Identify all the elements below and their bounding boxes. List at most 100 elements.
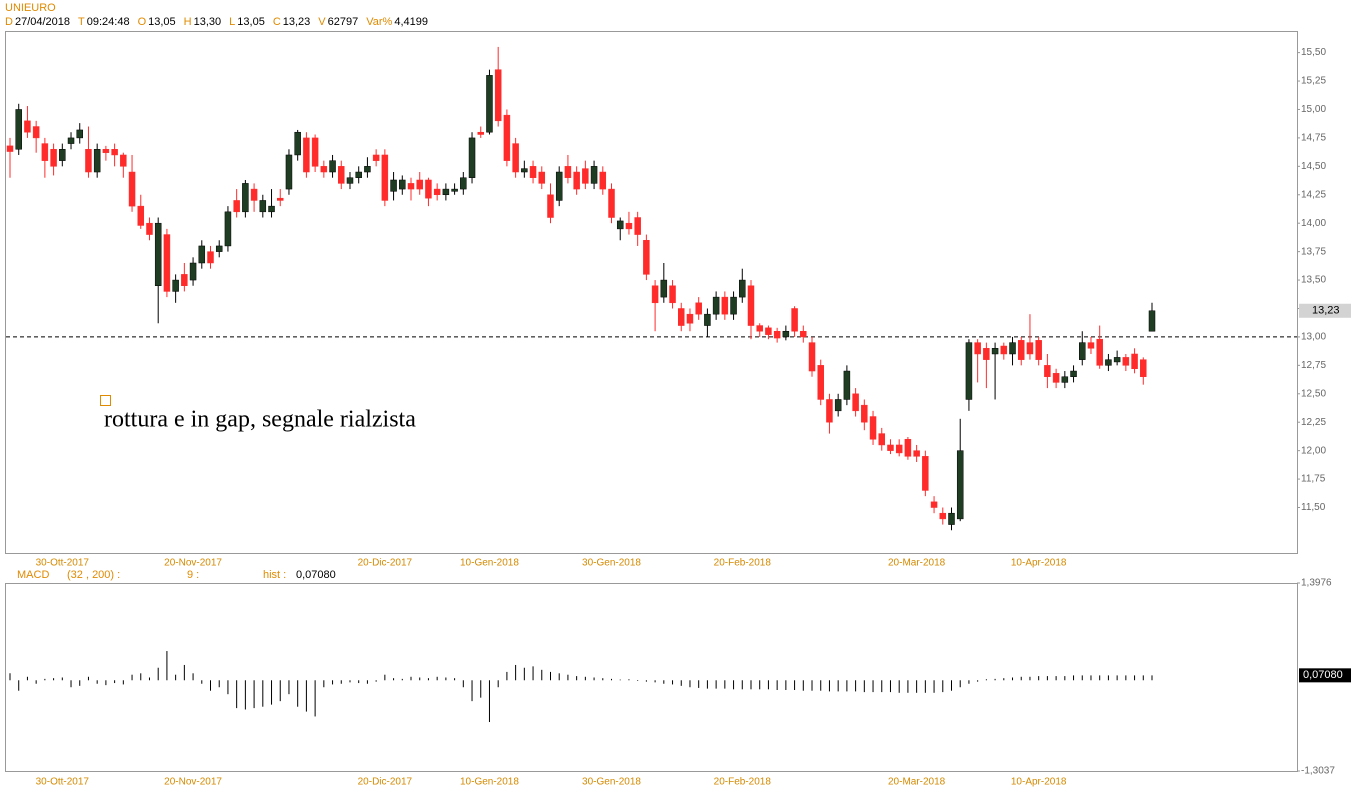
x-tick-label: 30-Ott-2017: [36, 777, 90, 788]
candle-body: [76, 129, 83, 139]
symbol: UNIEURO: [5, 2, 56, 14]
candle-body: [137, 205, 145, 226]
candle-body: [407, 183, 415, 190]
candle-body: [599, 171, 607, 190]
quote-value: 13,05: [237, 16, 265, 28]
y-tick-label: 11,75: [1301, 474, 1326, 485]
candle-body: [181, 274, 188, 286]
candle-body: [643, 240, 650, 275]
candle-body: [948, 512, 955, 525]
candle-body: [538, 171, 546, 184]
candle-body: [747, 285, 755, 326]
candle-body: [974, 342, 981, 355]
candle-body: [930, 501, 938, 508]
candle-body: [1017, 340, 1025, 360]
candle-body: [268, 205, 275, 213]
candle-body: [1113, 357, 1121, 363]
y-tick-label: 15,25: [1301, 76, 1326, 87]
candle-body: [503, 114, 511, 161]
candle-body: [390, 179, 397, 192]
candle-body: [756, 325, 763, 332]
candle-body: [625, 222, 633, 230]
hist-label: hist :: [263, 569, 286, 581]
macd-panel: [5, 583, 1298, 772]
quote-value: 62797: [328, 16, 359, 28]
x-tick-label: 20-Mar-2018: [888, 558, 946, 569]
candle-body: [242, 183, 249, 213]
y-tick-label: 14,00: [1301, 218, 1326, 229]
candle-body: [887, 444, 894, 451]
candle-body: [460, 177, 467, 190]
y-tick-label: 14,75: [1301, 133, 1326, 144]
candle-body: [773, 330, 781, 339]
candle-body: [364, 166, 371, 173]
candle-body: [1026, 342, 1034, 355]
candle-body: [808, 342, 816, 372]
x-tick-label: 30-Gen-2018: [582, 777, 641, 788]
candle-body: [276, 197, 284, 201]
candle-body: [24, 120, 31, 133]
candle-body: [285, 154, 293, 190]
x-tick-label: 20-Dic-2017: [358, 777, 413, 788]
candle-body: [468, 137, 476, 178]
candle-body: [800, 330, 807, 338]
candle-body: [102, 149, 110, 153]
last-price-box: [1299, 303, 1351, 318]
candle-body: [442, 188, 450, 196]
quote-key: O: [138, 16, 147, 28]
candle-body: [6, 145, 14, 152]
candle-body: [555, 171, 563, 201]
candle-body: [346, 177, 354, 184]
quote-key: Var%: [366, 16, 392, 28]
candle-body: [67, 137, 75, 144]
y-tick-label: 15,00: [1301, 104, 1326, 115]
candle-body: [303, 137, 310, 173]
y-tick-label: 12,50: [1301, 388, 1326, 399]
candle-body: [678, 308, 685, 326]
candle-body: [660, 279, 668, 298]
candle-body: [85, 149, 92, 173]
x-tick-label: 20-Nov-2017: [164, 558, 222, 569]
candle-body: [146, 222, 153, 235]
macd-params: (32 , 200) :: [67, 569, 120, 581]
y-tick-label: 13,50: [1301, 275, 1326, 286]
x-tick-label: 10-Gen-2018: [460, 777, 519, 788]
candle-body: [93, 149, 101, 173]
candle-body: [547, 194, 554, 218]
candle-body: [782, 330, 790, 338]
macd-signal: 9 :: [187, 569, 199, 581]
quote-key: V: [318, 16, 326, 28]
candle-body: [791, 308, 798, 332]
candle-body: [861, 404, 868, 423]
candle-body: [521, 168, 528, 173]
y-tick-label: 13,75: [1301, 246, 1326, 257]
candle-body: [904, 439, 912, 457]
candle-body: [416, 179, 423, 190]
candle-body: [1000, 345, 1008, 355]
candle-body: [739, 279, 746, 298]
candle-body: [338, 166, 345, 184]
candle-body: [608, 188, 615, 218]
quote-line: D 27/04/2018 T 09:24:48 O 13,05 H 13,30 L 13,05 C 1…: [5, 16, 428, 28]
candle-body: [41, 143, 49, 161]
candle-body: [111, 149, 118, 156]
y-tick-label: 12,75: [1301, 360, 1326, 371]
candle-body: [320, 166, 328, 173]
quote-key: H: [184, 16, 192, 28]
candle-body: [991, 348, 999, 355]
quote-value: 09:24:48: [87, 16, 130, 28]
annotation-marker: [100, 395, 111, 406]
candle-body: [564, 166, 572, 178]
quote-value: 27/04/2018: [15, 16, 70, 28]
candle-body: [956, 450, 964, 520]
candle-body: [329, 160, 336, 173]
x-tick-label: 20-Mar-2018: [888, 777, 946, 788]
y-tick-label: 1,3976: [1301, 578, 1332, 589]
y-tick-label: 15,50: [1301, 47, 1326, 58]
quote-key: T: [78, 16, 85, 28]
candle-body: [651, 285, 659, 304]
candle-body: [163, 234, 171, 292]
candle-body: [686, 313, 694, 324]
candle-body: [1044, 365, 1051, 377]
